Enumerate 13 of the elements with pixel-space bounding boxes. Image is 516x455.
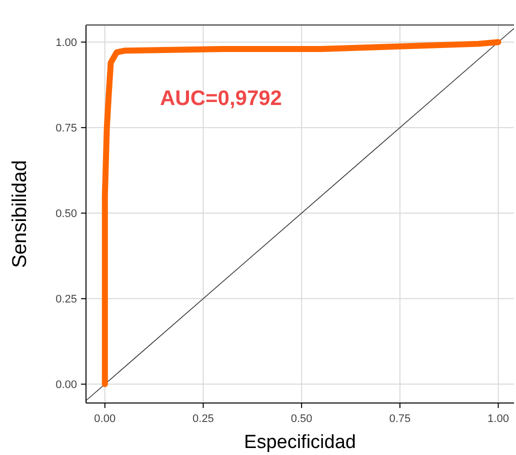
annotation: AUC=0,9792 <box>160 87 282 110</box>
y-axis-title: Sensibilidad <box>9 160 31 268</box>
x-axis-title: Especificidad <box>244 432 356 453</box>
x-tick-label: 0.00 <box>94 413 116 425</box>
x-tick-label: 0.75 <box>389 413 411 425</box>
y-tick-label: 0.00 <box>56 379 77 392</box>
x-tick-label: 0.50 <box>290 413 312 425</box>
y-tick-label: 0.75 <box>56 122 77 135</box>
y-tick-label: 1.00 <box>56 37 77 50</box>
y-tick-label: 0.25 <box>56 294 77 306</box>
x-tick-label: 0.25 <box>192 413 214 425</box>
x-tick-label: 1.00 <box>488 413 509 425</box>
y-tick-label: 0.50 <box>56 208 77 220</box>
